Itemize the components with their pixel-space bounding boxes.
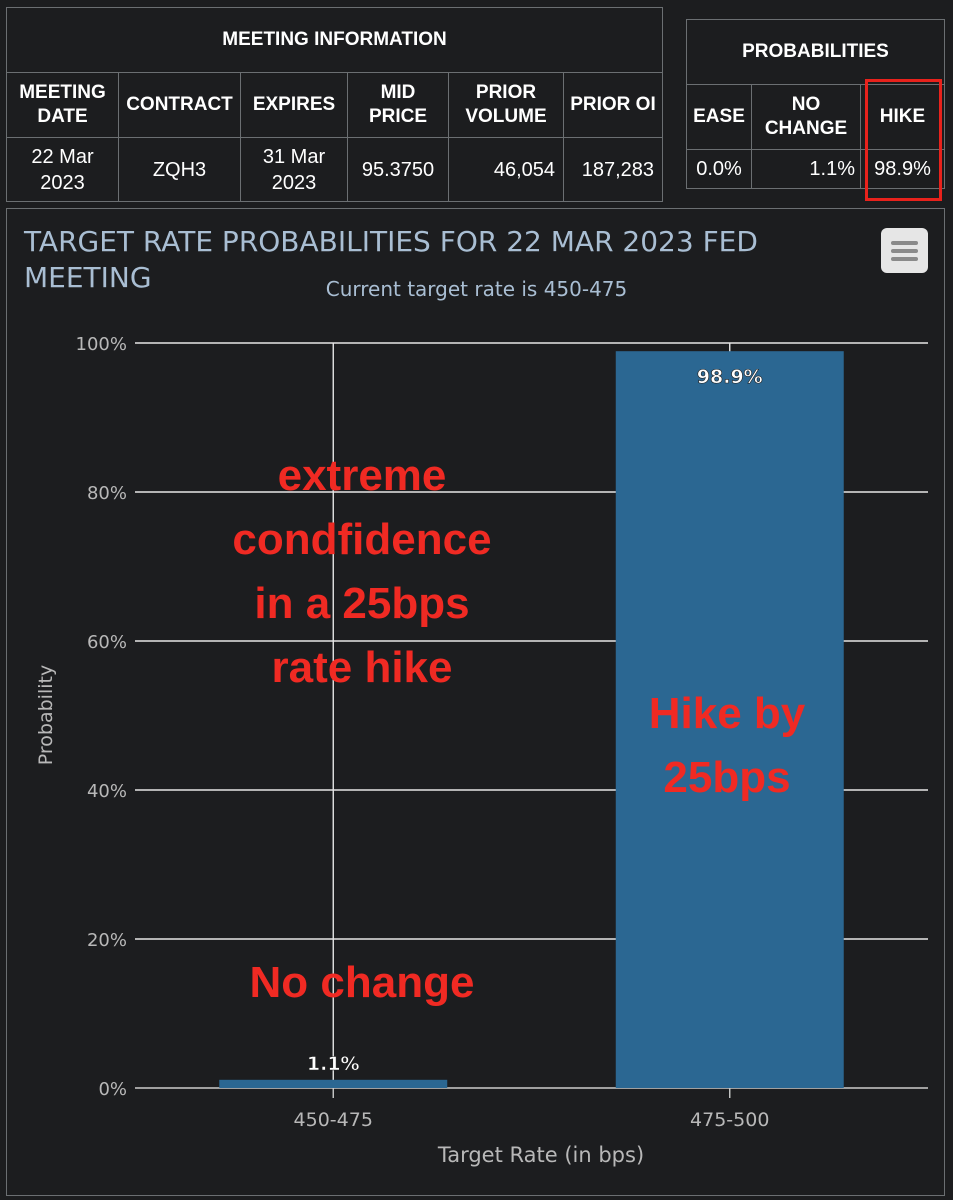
header-prior-volume: PRIOR VOLUME bbox=[448, 72, 564, 138]
y-tick-label: 60% bbox=[87, 632, 127, 653]
x-tick-label: 475-500 bbox=[690, 1109, 769, 1131]
header-ease: EASE bbox=[686, 84, 752, 150]
header-mid-price: MID PRICE bbox=[347, 72, 449, 138]
probabilities-caption: PROBABILITIES bbox=[686, 19, 945, 85]
meeting-information-caption: MEETING INFORMATION bbox=[6, 7, 663, 73]
annotation-line: rate hike bbox=[272, 643, 453, 692]
chart-frame bbox=[6, 208, 945, 1196]
y-axis-title: Probability bbox=[35, 665, 57, 765]
data-label: 1.1% bbox=[307, 1053, 360, 1075]
chart-annotation: No change bbox=[250, 958, 475, 1007]
chart-title: TARGET RATE PROBABILITIES FOR 22 MAR 202… bbox=[24, 225, 758, 294]
cell-ease: 0.0% bbox=[686, 149, 752, 189]
cell-expires: 31 Mar 2023 bbox=[240, 137, 348, 202]
annotation-line: No change bbox=[250, 958, 475, 1007]
x-axis-title: Target Rate (in bps) bbox=[437, 1143, 644, 1167]
cell-contract: ZQH3 bbox=[118, 137, 241, 202]
y-tick-label: 40% bbox=[87, 781, 127, 802]
header-meeting-date: MEETING DATE bbox=[6, 72, 119, 138]
bar bbox=[615, 351, 844, 1088]
annotation-line: Hike by bbox=[649, 689, 806, 738]
chart-annotation: extreme condfidence in a 25bps rate hike bbox=[232, 451, 491, 692]
y-tick-label: 80% bbox=[87, 483, 127, 504]
y-tick-label: 20% bbox=[87, 930, 127, 951]
cell-prior-volume: 46,054 bbox=[448, 137, 564, 202]
cell-prior-oi: 187,283 bbox=[563, 137, 663, 202]
cell-mid-price: 95.3750 bbox=[347, 137, 449, 202]
cell-no-change: 1.1% bbox=[751, 149, 861, 189]
hamburger-menu-icon[interactable] bbox=[881, 228, 928, 273]
annotation-line: 25bps bbox=[663, 753, 790, 802]
probabilities-table: PROBABILITIES EASE NO CHANGE HIKE 0.0% 1… bbox=[686, 19, 945, 189]
meeting-information-table: MEETING INFORMATION MEETING DATE CONTRAC… bbox=[6, 7, 663, 202]
header-no-change: NO CHANGE bbox=[751, 84, 861, 150]
header-hike: HIKE bbox=[860, 84, 945, 150]
y-tick-label: 0% bbox=[98, 1079, 127, 1100]
cell-hike: 98.9% bbox=[860, 149, 945, 189]
annotation-line: extreme bbox=[278, 451, 447, 500]
bar bbox=[219, 1079, 448, 1088]
data-label: 98.9% bbox=[697, 366, 763, 388]
y-tick-label: 100% bbox=[76, 334, 127, 355]
header-expires: EXPIRES bbox=[240, 72, 348, 138]
x-tick-label: 450-475 bbox=[294, 1109, 373, 1131]
chart-annotation: Hike by 25bps bbox=[649, 689, 806, 802]
chart-subtitle: Current target rate is 450-475 bbox=[325, 277, 628, 301]
annotation-line: in a 25bps bbox=[254, 579, 469, 628]
annotation-line: condfidence bbox=[232, 515, 491, 564]
